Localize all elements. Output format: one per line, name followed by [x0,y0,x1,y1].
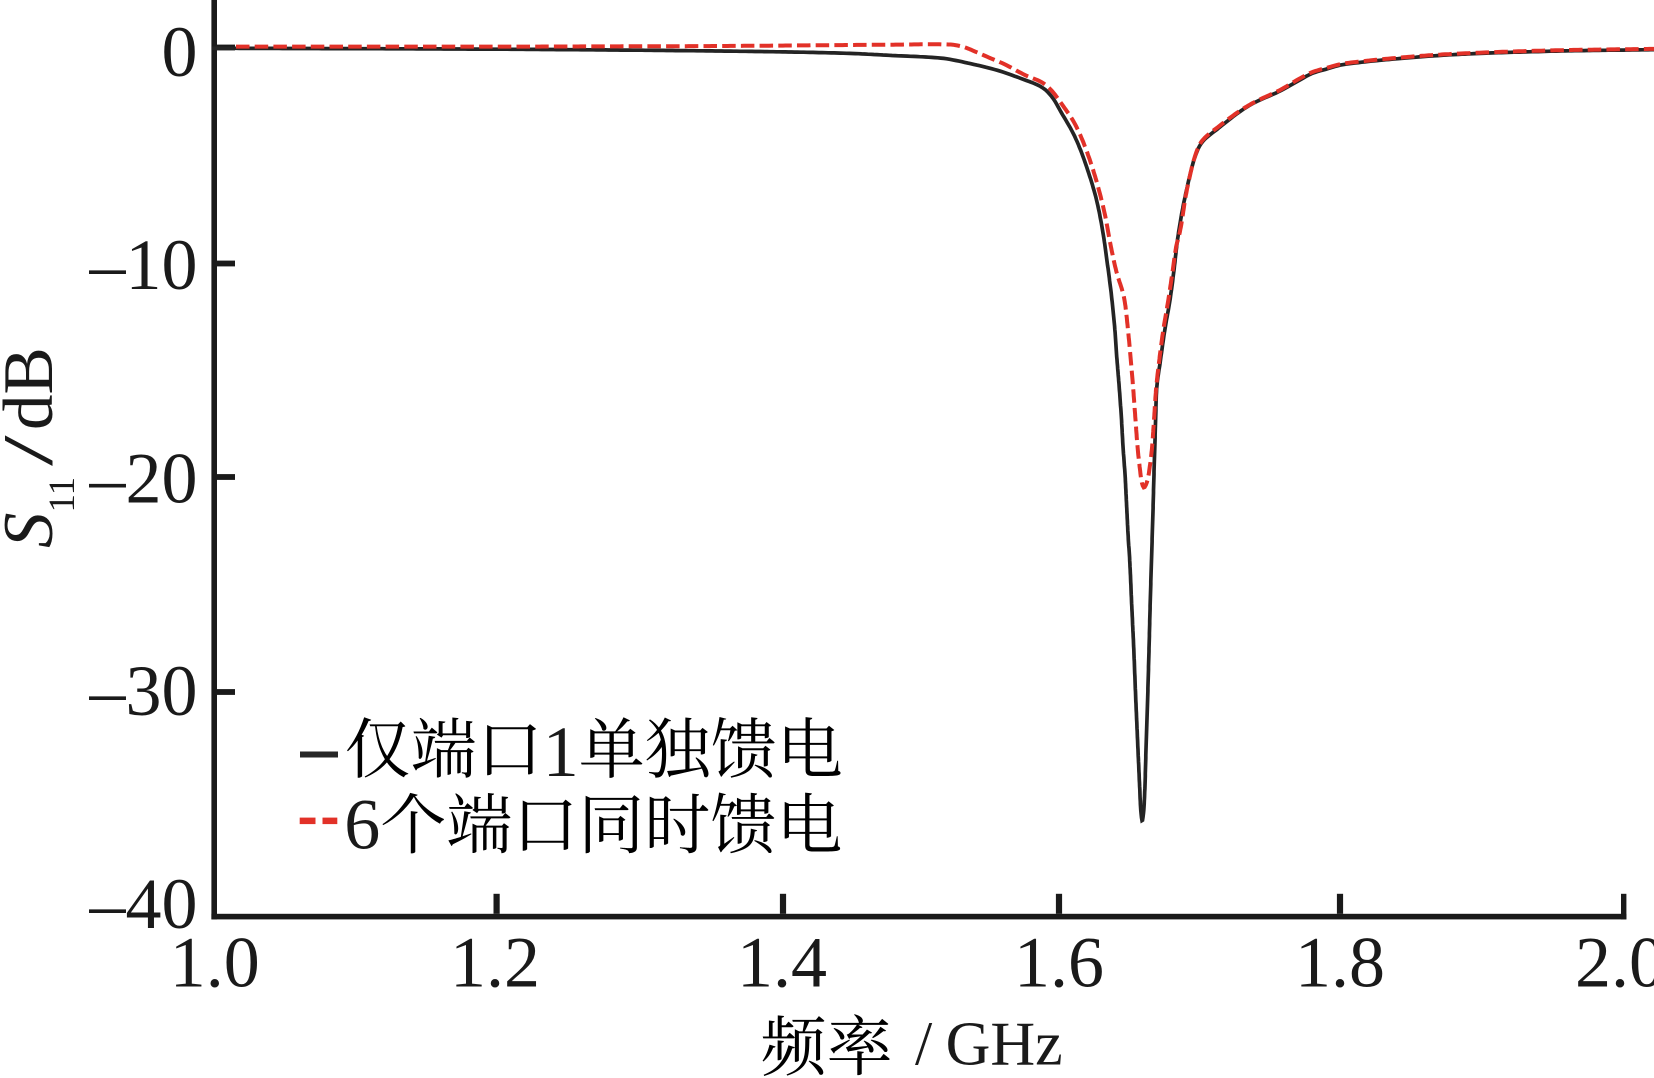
svg-text:2.0: 2.0 [1575,923,1654,1003]
svg-text:–40: –40 [89,864,198,944]
svg-text:1.4: 1.4 [737,923,827,1003]
svg-text:1: 1 [543,712,579,792]
svg-text:GHz: GHz [946,1010,1063,1078]
svg-text:–30: –30 [89,651,198,731]
svg-text:/: / [0,435,68,466]
svg-text:dB: dB [0,347,68,430]
svg-text:1.2: 1.2 [450,923,540,1003]
svg-text:/: / [915,1010,933,1078]
svg-text:6: 6 [344,784,380,864]
svg-text:0: 0 [162,12,198,92]
svg-text:–20: –20 [89,439,198,519]
svg-text:–10: –10 [89,225,198,305]
svg-text:1.8: 1.8 [1295,923,1385,1003]
svg-text:S11: S11 [0,477,83,548]
svg-text:1.6: 1.6 [1014,923,1104,1003]
svg-text:1.0: 1.0 [170,923,260,1003]
